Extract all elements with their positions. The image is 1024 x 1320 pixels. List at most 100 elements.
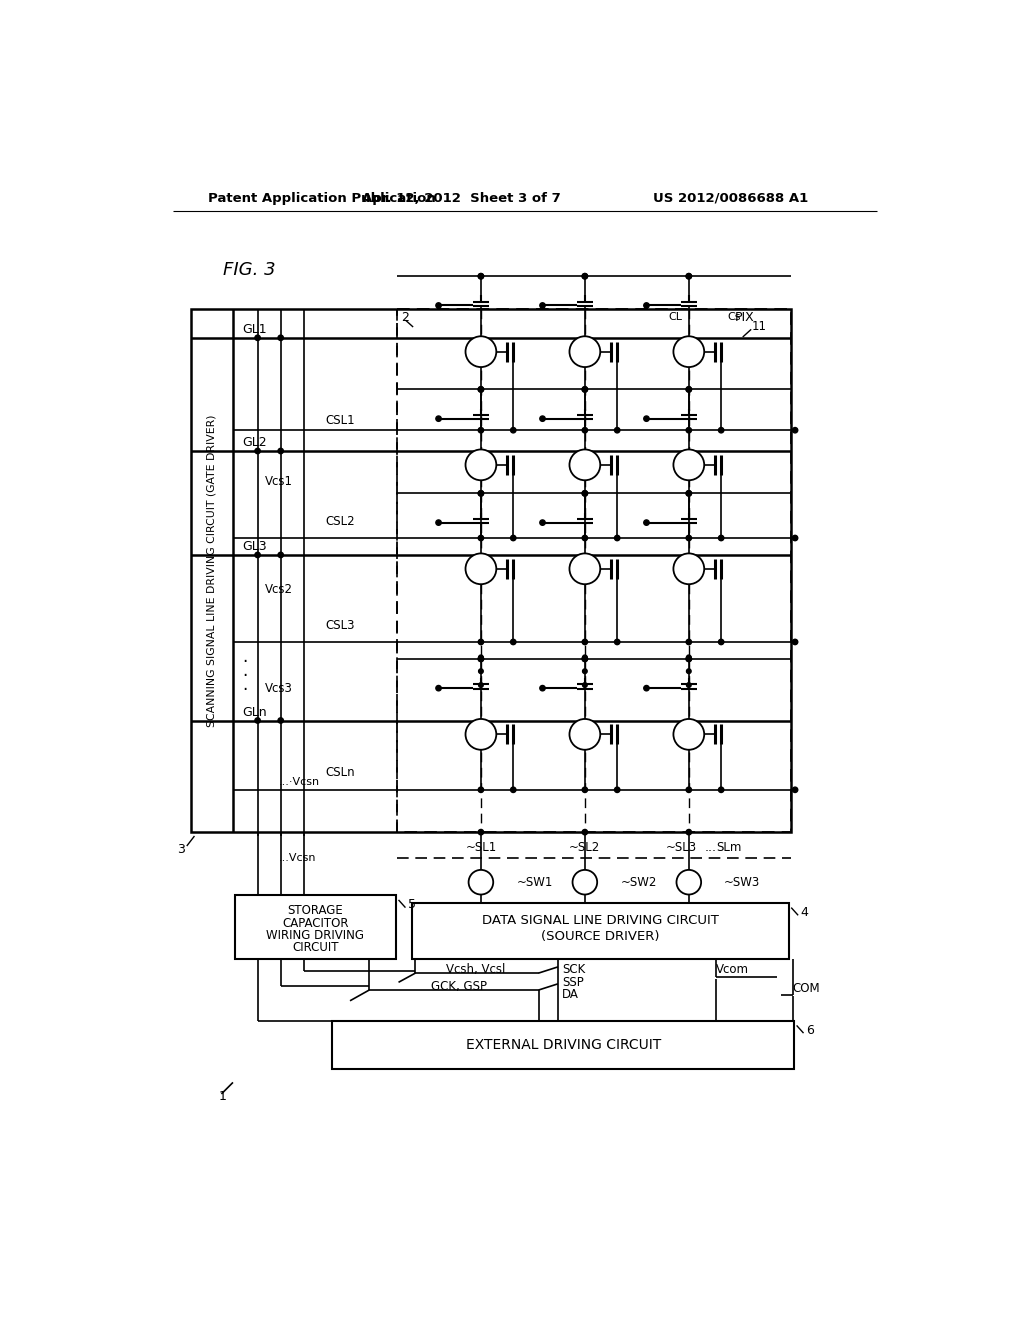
Circle shape — [478, 682, 483, 688]
Circle shape — [583, 787, 588, 792]
Circle shape — [686, 387, 691, 392]
Circle shape — [278, 449, 284, 454]
Text: Patent Application Publication: Patent Application Publication — [208, 191, 435, 205]
Text: SSP: SSP — [562, 975, 584, 989]
Circle shape — [583, 387, 588, 392]
Circle shape — [466, 337, 497, 367]
Circle shape — [793, 639, 798, 644]
Text: ~SL1: ~SL1 — [465, 841, 497, 854]
Circle shape — [511, 639, 516, 644]
Text: WIRING DRIVING: WIRING DRIVING — [266, 929, 365, 942]
Circle shape — [478, 491, 483, 496]
Circle shape — [478, 387, 483, 392]
Text: GL2: GL2 — [243, 436, 267, 449]
Circle shape — [540, 685, 545, 690]
Circle shape — [278, 552, 284, 557]
Circle shape — [255, 552, 260, 557]
Circle shape — [686, 655, 691, 660]
Circle shape — [583, 682, 587, 688]
Text: DATA SIGNAL LINE DRIVING CIRCUIT: DATA SIGNAL LINE DRIVING CIRCUIT — [482, 915, 719, 927]
Text: .: . — [242, 676, 247, 694]
Circle shape — [686, 387, 691, 392]
Circle shape — [478, 639, 483, 644]
Circle shape — [466, 553, 497, 585]
Text: Vcs3: Vcs3 — [265, 681, 293, 694]
Text: ...: ... — [705, 841, 717, 854]
Circle shape — [436, 416, 441, 421]
Circle shape — [686, 787, 691, 792]
Circle shape — [644, 416, 649, 421]
Text: 2: 2 — [401, 312, 410, 325]
Text: STORAGE: STORAGE — [288, 904, 343, 917]
Circle shape — [436, 685, 441, 690]
Circle shape — [278, 718, 284, 723]
Circle shape — [583, 491, 588, 496]
Circle shape — [583, 656, 588, 661]
Circle shape — [686, 273, 691, 279]
Circle shape — [583, 387, 588, 392]
Circle shape — [614, 536, 620, 541]
Circle shape — [686, 536, 691, 541]
Text: 11: 11 — [752, 319, 766, 333]
Circle shape — [511, 787, 516, 792]
Text: .: . — [242, 648, 247, 667]
Text: GCK, GSP: GCK, GSP — [431, 979, 486, 993]
Text: CSL1: CSL1 — [326, 413, 355, 426]
Circle shape — [569, 553, 600, 585]
Circle shape — [644, 685, 649, 690]
Text: ~SW2: ~SW2 — [621, 875, 656, 888]
Bar — [234, 895, 396, 960]
Circle shape — [793, 428, 798, 433]
Text: ...Vcsn: ...Vcsn — [280, 853, 316, 862]
Circle shape — [644, 520, 649, 525]
Text: .: . — [242, 663, 247, 680]
Circle shape — [644, 302, 649, 308]
Circle shape — [793, 536, 798, 541]
Circle shape — [686, 829, 691, 834]
Circle shape — [569, 719, 600, 750]
Circle shape — [686, 669, 691, 673]
Circle shape — [255, 449, 260, 454]
Circle shape — [569, 337, 600, 367]
Circle shape — [478, 491, 483, 496]
Circle shape — [686, 682, 691, 688]
Circle shape — [569, 450, 600, 480]
Circle shape — [686, 656, 691, 661]
Text: ~SL3: ~SL3 — [666, 841, 696, 854]
Text: Vcs2: Vcs2 — [265, 583, 293, 597]
Text: 1: 1 — [219, 1090, 227, 1102]
Circle shape — [466, 719, 497, 750]
Text: Vcsh, Vcsl: Vcsh, Vcsl — [446, 962, 506, 975]
Circle shape — [583, 428, 588, 433]
Circle shape — [719, 787, 724, 792]
Circle shape — [583, 656, 588, 661]
Circle shape — [686, 273, 691, 279]
Text: 5: 5 — [408, 898, 416, 911]
Circle shape — [674, 337, 705, 367]
Circle shape — [478, 273, 483, 279]
Circle shape — [583, 491, 588, 496]
Text: CAPACITOR: CAPACITOR — [282, 916, 348, 929]
Circle shape — [686, 656, 691, 661]
Circle shape — [677, 870, 701, 895]
Text: 6: 6 — [806, 1023, 814, 1036]
Text: ~SW1: ~SW1 — [516, 875, 553, 888]
Text: CSL3: CSL3 — [326, 619, 355, 632]
Bar — [333, 1020, 795, 1069]
Text: Cs: Cs — [727, 312, 740, 322]
Text: SCANNING SIGNAL LINE DRIVING CIRCUIT (GATE DRIVER): SCANNING SIGNAL LINE DRIVING CIRCUIT (GA… — [207, 414, 216, 726]
Circle shape — [614, 787, 620, 792]
Text: ~SL2: ~SL2 — [569, 841, 600, 854]
Text: GLn: GLn — [243, 705, 267, 718]
Circle shape — [719, 639, 724, 644]
Circle shape — [540, 302, 545, 308]
Bar — [412, 903, 788, 960]
Circle shape — [478, 387, 483, 392]
Circle shape — [436, 520, 441, 525]
Text: CL: CL — [669, 312, 683, 322]
Circle shape — [686, 491, 691, 496]
Circle shape — [583, 639, 588, 644]
Circle shape — [583, 273, 588, 279]
Circle shape — [583, 829, 588, 834]
Circle shape — [466, 450, 497, 480]
